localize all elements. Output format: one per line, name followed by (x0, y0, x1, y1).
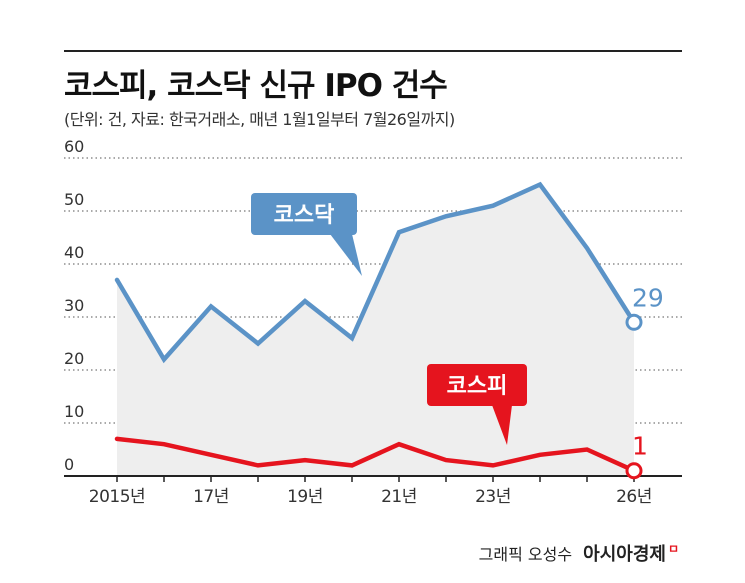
kospi-end-label: 1 (632, 432, 648, 461)
x-tick-label: 17년 (193, 487, 229, 507)
y-tick-label: 0 (64, 455, 74, 474)
kosdaq-callout-tail (330, 234, 362, 276)
brand-mark-icon: ㅁ (667, 542, 679, 556)
x-tick-label: 2015년 (89, 487, 145, 507)
x-tick-label: 23년 (475, 487, 511, 507)
credit-author: 그래픽 오성수 (478, 545, 573, 564)
credit: 그래픽 오성수 아시아경제 ㅁ (479, 540, 679, 566)
kospi-line (114, 436, 637, 473)
kosdaq-end-label: 29 (632, 283, 664, 312)
x-tick-label: 21년 (381, 487, 417, 507)
brand-logo-text: 아시아경제 (583, 544, 666, 565)
kospi-point (625, 462, 643, 480)
y-tick-label: 40 (64, 243, 84, 262)
kosdaq-area (117, 184, 634, 476)
kosdaq-point (625, 313, 643, 331)
chart-title: 코스피, 코스닥 신규 IPO 건수 (64, 68, 448, 104)
y-tick-label: 60 (64, 137, 84, 156)
kosdaq-callout-label: 코스닥 (274, 203, 335, 228)
chart-subtitle: (단위: 건, 자료: 한국거래소, 매년 1월1일부터 7월26일까지) (64, 110, 455, 129)
kospi-callout-box (427, 364, 527, 406)
y-tick-label: 30 (64, 296, 84, 315)
title-rule (64, 50, 682, 52)
kosdaq-callout-box (251, 193, 357, 235)
x-tick-label: 26년 (616, 487, 652, 507)
kospi-callout-label: 코스피 (447, 374, 508, 399)
y-tick-label: 10 (64, 402, 84, 421)
kosdaq-line (114, 181, 637, 364)
kospi-callout-tail (492, 405, 512, 445)
y-tick-label: 20 (64, 349, 84, 368)
x-tick-label: 19년 (287, 487, 323, 507)
y-tick-label: 50 (64, 190, 84, 209)
